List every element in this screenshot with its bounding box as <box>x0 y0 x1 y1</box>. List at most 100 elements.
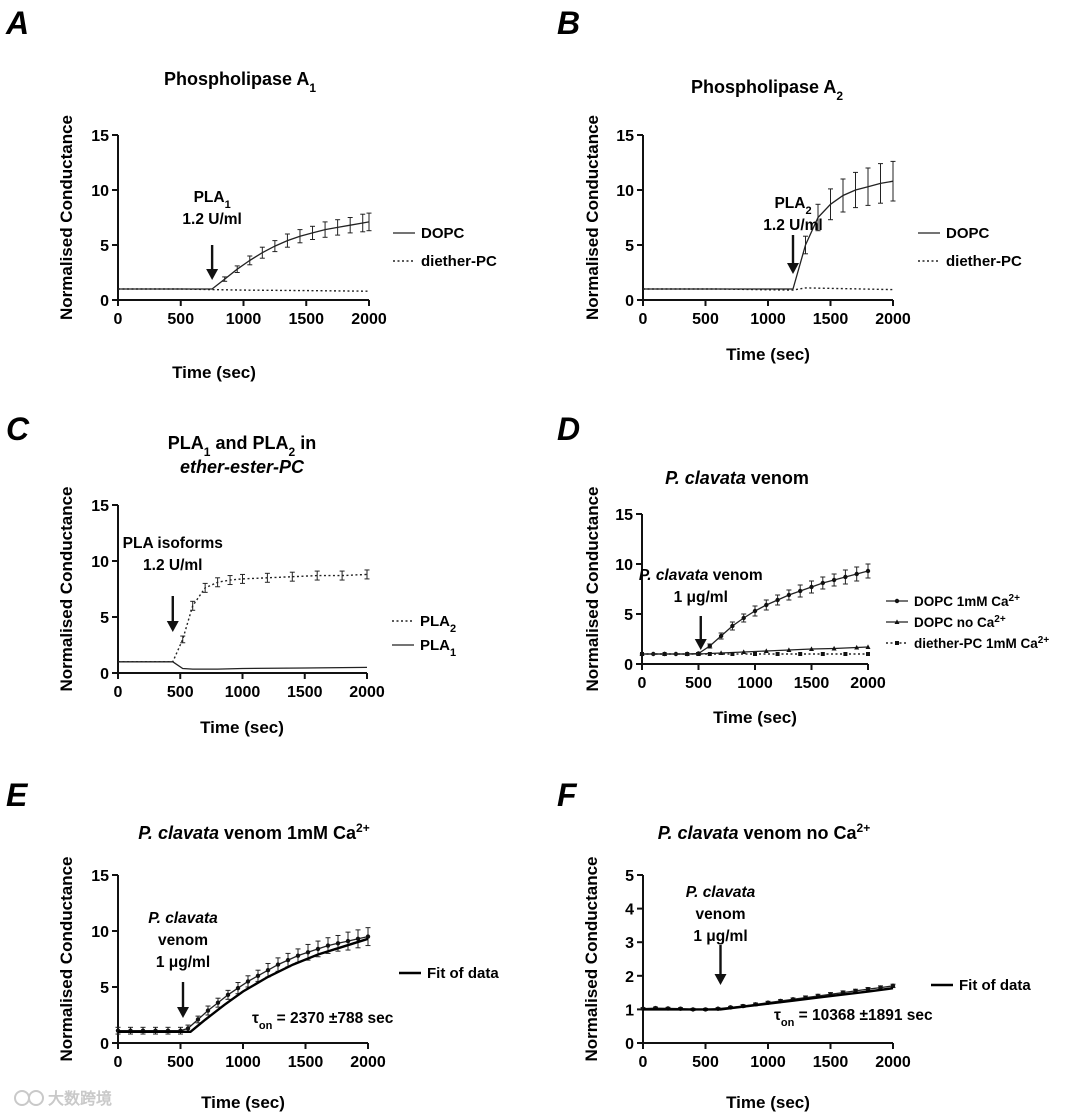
legend-item: DOPC 1mM Ca2+ <box>886 593 1020 609</box>
y-tick-label: 2 <box>625 969 634 986</box>
y-tick-label: 15 <box>91 868 109 885</box>
data-point <box>890 983 896 989</box>
legend-item: PLA2 <box>392 613 456 635</box>
y-tick-label: 5 <box>100 610 109 627</box>
title-italic: P. clavata <box>658 823 739 843</box>
series-diether-pc <box>643 287 894 291</box>
y-tick-label: 3 <box>625 935 634 952</box>
y-tick-label: 0 <box>100 293 109 310</box>
y-tick-label: 1 <box>625 1002 634 1019</box>
y-tick-label: 0 <box>100 1036 109 1053</box>
annotation-subscript: 1 <box>225 199 231 211</box>
chart-title-line2: ether-ester-PC <box>180 457 305 477</box>
y-tick-label: 0 <box>100 666 109 683</box>
annotation-text: venom <box>696 906 746 923</box>
legend-label: diether-PC <box>421 253 497 270</box>
data-point <box>730 623 735 629</box>
tau-subscript: on <box>781 1017 795 1029</box>
title-rest: and PLA <box>210 433 288 453</box>
data-point <box>854 644 860 650</box>
data-point <box>764 602 769 608</box>
legend-item: Fit of data <box>399 965 499 982</box>
series-line <box>118 288 370 292</box>
panel-label: E <box>6 777 29 813</box>
legend-marker <box>894 619 900 624</box>
data-point <box>205 1008 211 1013</box>
legend-text: diether-PC <box>421 253 497 270</box>
y-tick-label: 10 <box>616 183 634 200</box>
legend-label: Fit of data <box>959 977 1031 994</box>
legend-text: diether-PC 1mM Ca <box>914 636 1038 651</box>
panel-f: F P. clavata venom no Ca2+ 0 1 2 3 4 5 0 500 1000 1… <box>557 777 1031 1112</box>
annotation-text: P. clavata <box>686 884 756 901</box>
annotation-span: venom <box>158 932 208 949</box>
series-fit-of-data <box>118 937 369 1033</box>
annotation-span: 1.2 U/ml <box>763 217 822 234</box>
data-point <box>685 652 690 656</box>
x-tick-label: 1000 <box>750 311 786 328</box>
annotation-span: venom <box>708 567 762 584</box>
legend-item: PLA1 <box>392 637 456 659</box>
data-point <box>345 938 351 944</box>
x-tick-label: 1500 <box>288 311 324 328</box>
annotation-text: venom <box>158 932 208 949</box>
tau-annotation: τon = 2370 ±788 sec <box>252 1010 394 1032</box>
y-tick-label: 15 <box>615 507 633 524</box>
y-tick-label: 5 <box>100 980 109 997</box>
data-point <box>365 934 371 939</box>
x-tick-label: 0 <box>638 675 647 692</box>
data-point <box>315 946 321 952</box>
data-point <box>255 973 261 978</box>
panel-label: D <box>557 411 580 447</box>
data-point <box>820 580 825 586</box>
annotation-span: PLA <box>774 195 805 212</box>
legend-label: diether-PC <box>946 253 1022 270</box>
data-point <box>865 644 871 649</box>
arrow-head <box>166 621 179 632</box>
watermark-text: 大数跨境 <box>48 1089 112 1108</box>
data-point <box>786 647 792 652</box>
x-tick-label: 2000 <box>850 675 886 692</box>
panel-d: D P. clavata venom 0 5 10 15 0 500 1000 1500 2000 T… <box>557 411 1049 727</box>
series-line <box>118 661 368 670</box>
x-tick-label: 2000 <box>349 684 385 701</box>
y-tick-label: 0 <box>624 657 633 674</box>
data-point <box>707 652 712 656</box>
text-span: Phospholipase A <box>691 77 836 97</box>
data-point <box>355 936 361 942</box>
x-tick-label: 1500 <box>813 311 849 328</box>
annotation-text: 1 μg/ml <box>674 589 728 606</box>
legend-item: Fit of data <box>931 977 1031 994</box>
title-subscript: 1 <box>309 81 316 95</box>
x-tick-label: 0 <box>114 684 123 701</box>
panel-label: F <box>557 777 578 813</box>
tau-value: = 10368 ±1891 sec <box>794 1007 933 1024</box>
x-tick-label: 500 <box>685 675 712 692</box>
data-point <box>305 950 311 955</box>
data-point <box>235 985 241 991</box>
legend-label: PLA2 <box>420 613 456 635</box>
data-point <box>265 968 271 973</box>
annotation-text: 1.2 U/ml <box>763 217 822 234</box>
tau-value: = 2370 ±788 sec <box>272 1010 393 1027</box>
y-tick-label: 15 <box>91 498 109 515</box>
annotation-italic: P. clavata <box>148 910 218 927</box>
y-axis-title: Normalised Conductance <box>57 487 76 692</box>
chart-title: P. clavata venom 1mM Ca2+ <box>138 821 369 843</box>
legend-label: DOPC <box>946 225 990 242</box>
x-axis-title: Time (sec) <box>713 708 797 727</box>
legend-text: DOPC <box>421 225 465 242</box>
data-point <box>775 652 780 656</box>
tau-symbol: τ <box>774 1007 781 1024</box>
data-point <box>662 652 667 656</box>
annotation-text: PLA1 <box>194 189 231 211</box>
data-point <box>707 643 712 649</box>
annotation-span: 1.2 U/ml <box>182 211 241 228</box>
y-tick-label: 0 <box>625 1036 634 1053</box>
x-tick-label: 0 <box>639 311 648 328</box>
x-tick-label: 500 <box>692 1054 719 1071</box>
legend-item: DOPC <box>918 225 990 242</box>
